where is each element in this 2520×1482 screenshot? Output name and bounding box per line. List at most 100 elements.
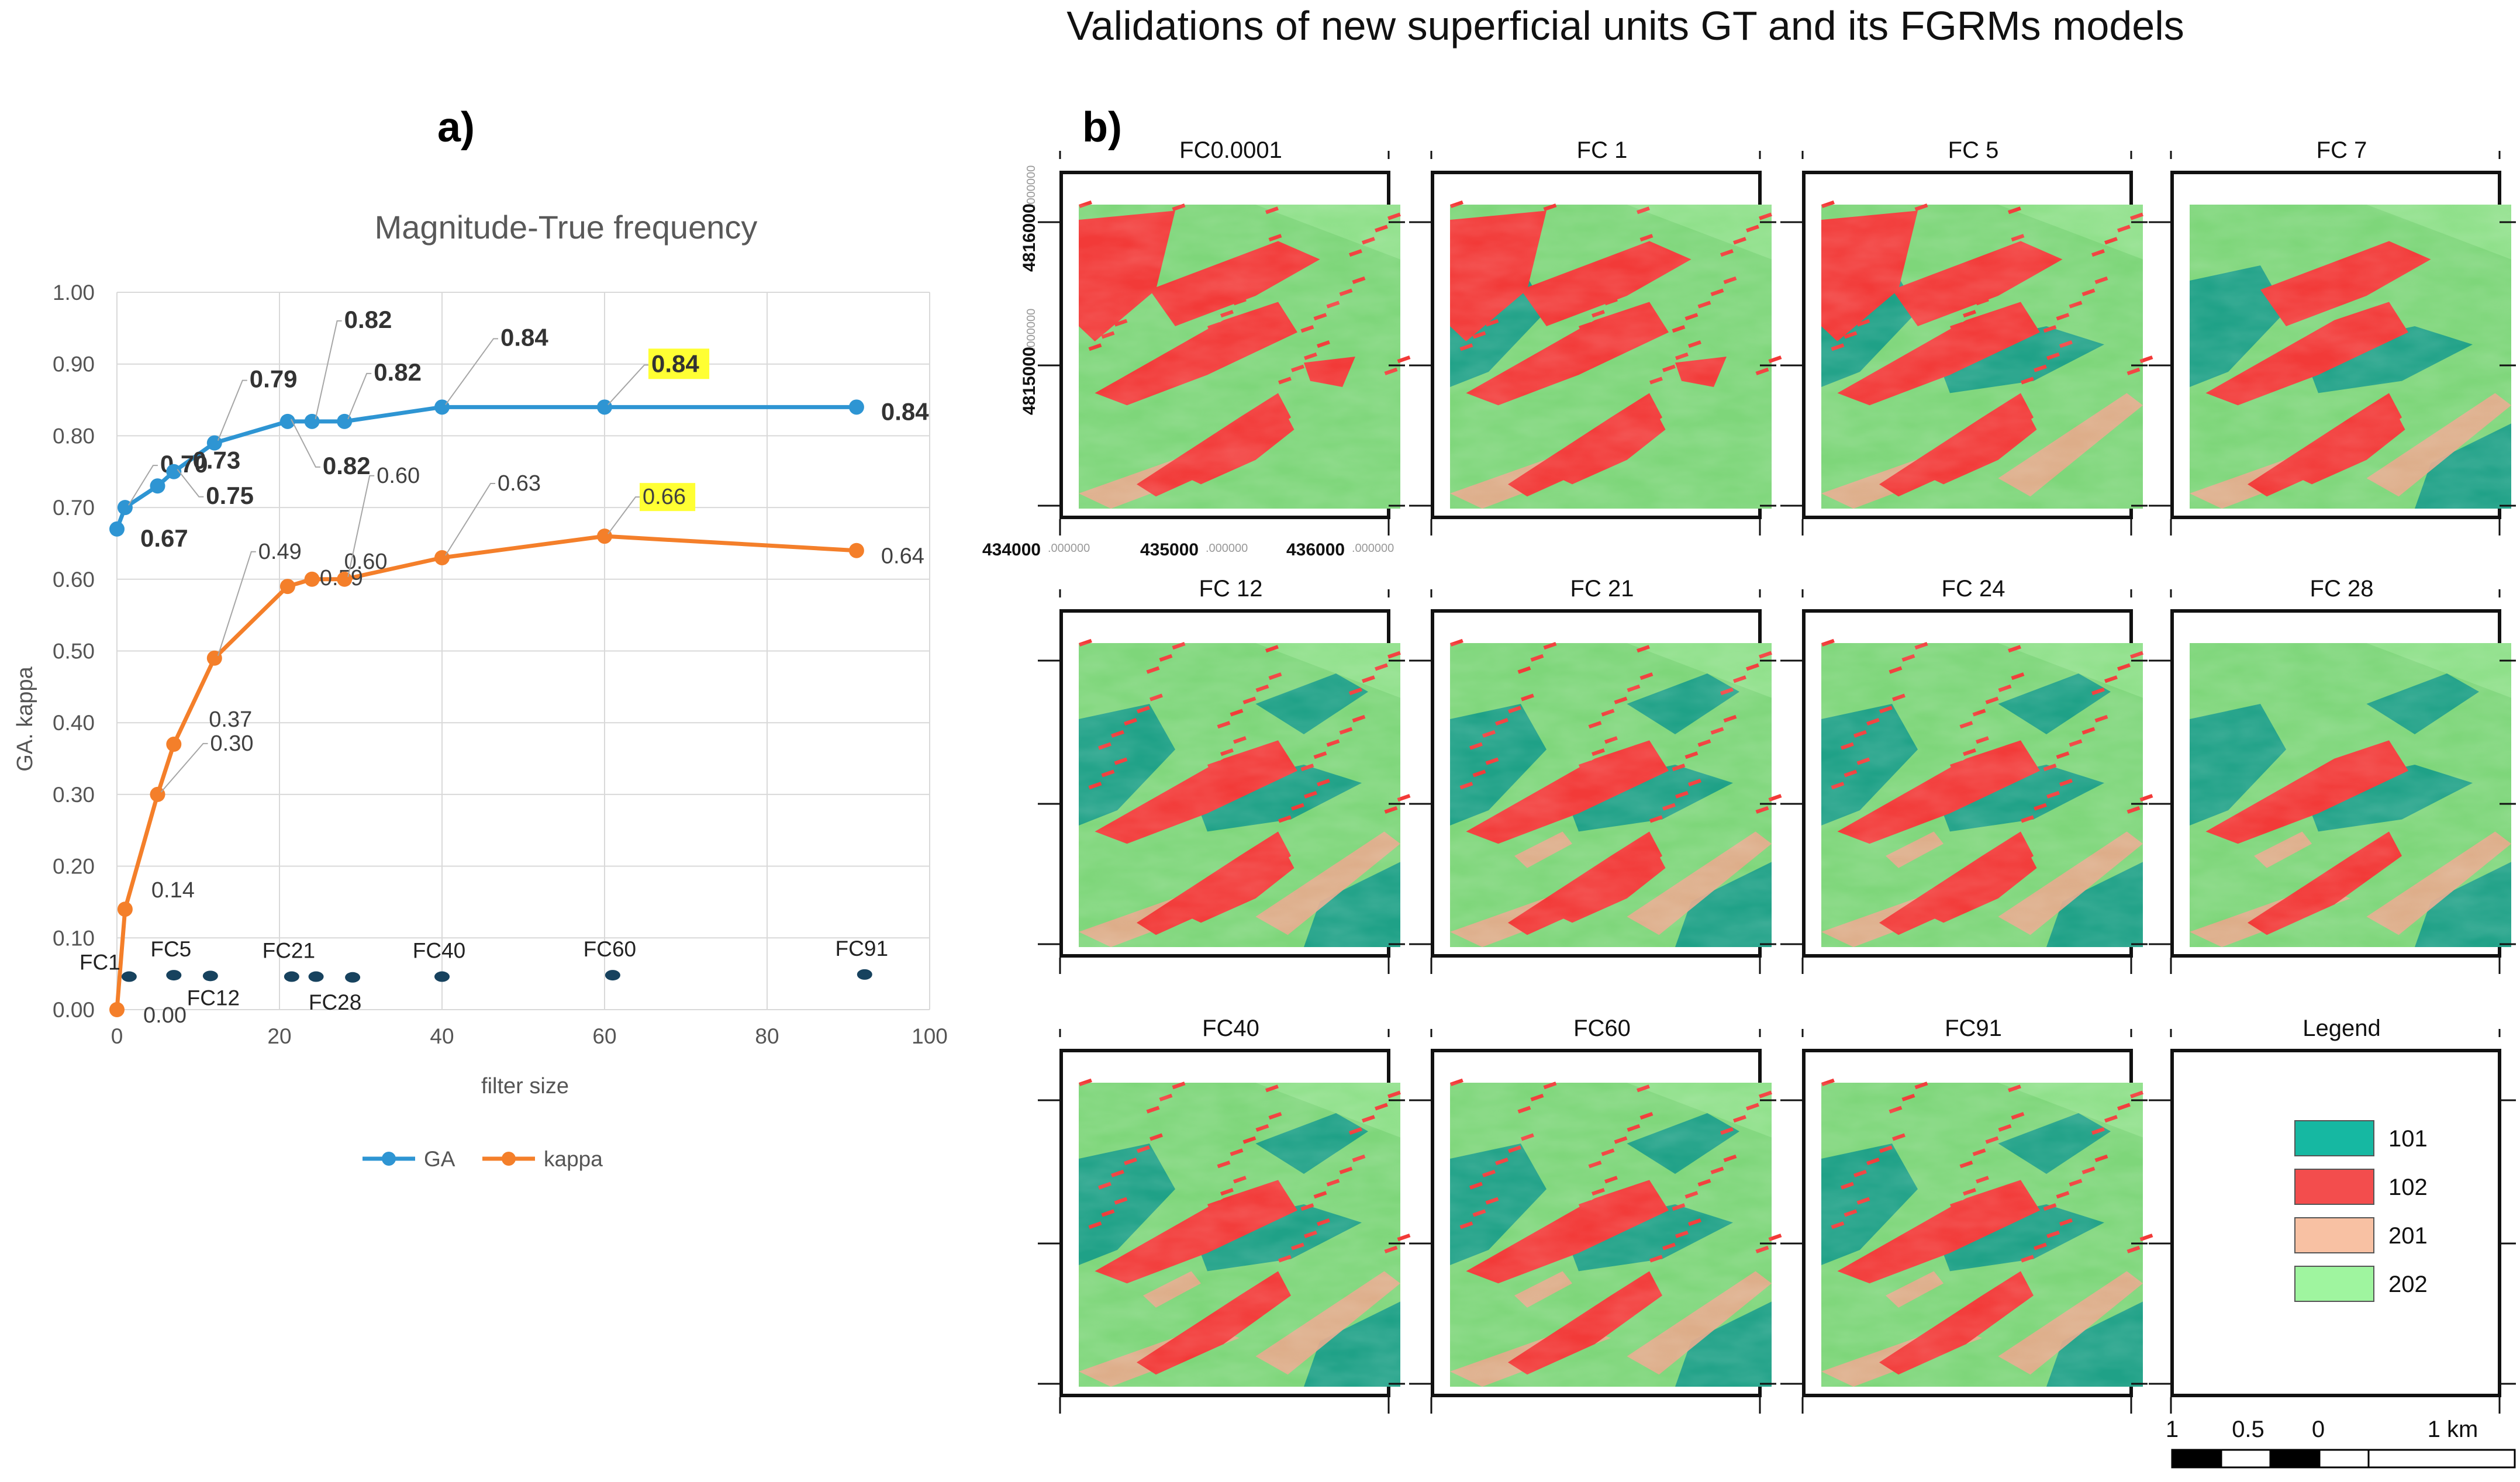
data-label-leader: [160, 742, 208, 793]
map-speckle: [1397, 355, 1411, 364]
legend-class-label: 201: [2388, 1223, 2428, 1249]
map-title: FC 5: [1948, 137, 1999, 163]
scale-bar-label: 0.5: [2232, 1417, 2264, 1442]
legend-class-label: 202: [2388, 1272, 2428, 1297]
map-title: FC40: [1202, 1015, 1259, 1041]
y-tick-label: 0.50: [53, 640, 95, 664]
legend-class-label: 102: [2388, 1174, 2428, 1200]
y-tick-label: 0.90: [53, 353, 95, 376]
filter-markers: FC1 FC5 FC12 FC21 FC28 FC40 FC60 FC91: [80, 937, 888, 1014]
map-title: FC 24: [1942, 576, 2005, 602]
legend-class-label: 101: [2388, 1126, 2428, 1152]
scale-bar-label: 0: [2312, 1417, 2325, 1442]
map-title: FC 1: [1577, 137, 1628, 163]
data-label-leader: [217, 379, 247, 441]
data-label-leader: [347, 475, 375, 578]
data-point-GA: [109, 521, 125, 537]
y-tick-label: 0.40: [53, 711, 95, 735]
x-tick-label: 20: [267, 1024, 291, 1048]
scale-bar-segment: [2220, 1449, 2272, 1469]
map-panel: FC60: [1409, 1015, 1782, 1414]
chart-gridlines: [116, 292, 930, 1010]
data-label-highlight: [640, 483, 696, 512]
legend-class-swatch: [2294, 1217, 2374, 1253]
data-point-GA: [166, 464, 182, 479]
data-label-kappa: 0.00: [143, 1003, 187, 1028]
filter-marker-label: FC12: [187, 986, 240, 1010]
y-tick-labels: 0.00 0.10 0.20 0.30 0.40 0.50 0.60 0.70 0.80 0.90…: [53, 281, 95, 1022]
panel-a-label: a): [437, 104, 475, 151]
x-coordinate-label: 434000: [982, 540, 1041, 559]
data-point-kappa: [848, 543, 864, 558]
map-panel: FC 7: [2149, 137, 2516, 536]
y-axis-label: GA. kappa: [13, 666, 37, 771]
map-hillshade: [1079, 1083, 1400, 1387]
legend-class-swatch: [2294, 1120, 2374, 1156]
data-point-GA: [434, 399, 450, 415]
chart-series: 0.670.700.730.750.790.820.820.820.840.84…: [109, 306, 929, 1028]
map-hillshade: [1079, 643, 1400, 947]
map-panel: FC0.0001: [1038, 137, 1411, 536]
x-tick-label: 100: [912, 1024, 948, 1048]
data-label-GA: 0.79: [250, 365, 298, 393]
data-point-kappa: [117, 901, 133, 917]
map-title: FC 21: [1570, 576, 1634, 602]
data-point-kappa: [337, 571, 353, 587]
y-tick-label: 0.80: [53, 424, 95, 448]
scale-bar-segment: [2171, 1449, 2222, 1469]
data-label-highlight: [648, 348, 710, 379]
map-hillshade: [1821, 1083, 2143, 1387]
filter-marker: [121, 971, 137, 982]
map-title: FC60: [1573, 1015, 1631, 1041]
data-point-kappa: [150, 786, 165, 802]
map-hillshade: [1079, 205, 1400, 509]
map-panel: FC 24: [1780, 576, 2153, 974]
map-coordinate-labels: 4816000.0000004815000.000000434000.00000…: [982, 165, 1394, 559]
legend-marker-GA: [382, 1152, 396, 1166]
data-label-leader: [128, 465, 158, 506]
data-point-kappa: [166, 737, 182, 752]
map-speckle: [1397, 794, 1411, 802]
filter-marker-label: FC40: [413, 939, 465, 963]
data-point-GA: [150, 478, 165, 494]
filter-marker-label: FC91: [836, 937, 888, 961]
x-tick-label: 60: [592, 1024, 616, 1048]
panel-b-label: b): [1082, 104, 1122, 151]
data-label-leader: [291, 419, 320, 468]
y-tick-label: 0.00: [53, 998, 95, 1022]
map-title: FC91: [1945, 1015, 2002, 1041]
data-label-leader: [347, 372, 372, 420]
data-label-kappa: 0.66: [643, 485, 686, 509]
scale-bar-label: 1 km: [2428, 1417, 2478, 1442]
filter-marker: [345, 972, 361, 983]
data-label-kappa: 0.14: [151, 878, 195, 903]
filter-marker: [308, 971, 324, 982]
y-coordinate-decimals: .000000: [1025, 309, 1038, 351]
map-legend: Legend 101 102 201 202: [2149, 1015, 2516, 1414]
map-speckle: [1768, 355, 1782, 364]
data-label-leader: [315, 320, 342, 420]
map-legend-title: Legend: [2302, 1015, 2380, 1041]
data-label-GA: 0.82: [323, 452, 371, 479]
x-tick-labels: 0 20 40 60 80 100: [111, 1024, 948, 1048]
data-point-GA: [304, 413, 320, 429]
data-point-kappa: [279, 579, 295, 595]
data-label-kappa: 0.64: [881, 544, 924, 569]
data-label-leader: [445, 338, 498, 405]
data-point-kappa: [109, 1002, 125, 1017]
series-line-kappa: [115, 534, 857, 1010]
y-coordinate-decimals: .000000: [1025, 165, 1038, 208]
data-label-kappa: 0.49: [258, 540, 302, 564]
filter-marker-label: FC5: [150, 937, 191, 961]
data-label-kappa: 0.30: [210, 731, 254, 756]
y-tick-label: 0.20: [53, 855, 95, 879]
map-hillshade: [1821, 205, 2143, 509]
y-tick-label: 0.70: [53, 496, 95, 520]
map-speckle: [1768, 1234, 1782, 1242]
map-panel: FC 1: [1409, 137, 1782, 536]
filter-marker: [605, 970, 620, 981]
map-panel: FC 5: [1780, 137, 2153, 536]
y-coordinate-label: 4815000: [1020, 347, 1039, 415]
data-label-kappa: 0.60: [344, 550, 388, 574]
legend-class-swatch: [2294, 1169, 2374, 1205]
